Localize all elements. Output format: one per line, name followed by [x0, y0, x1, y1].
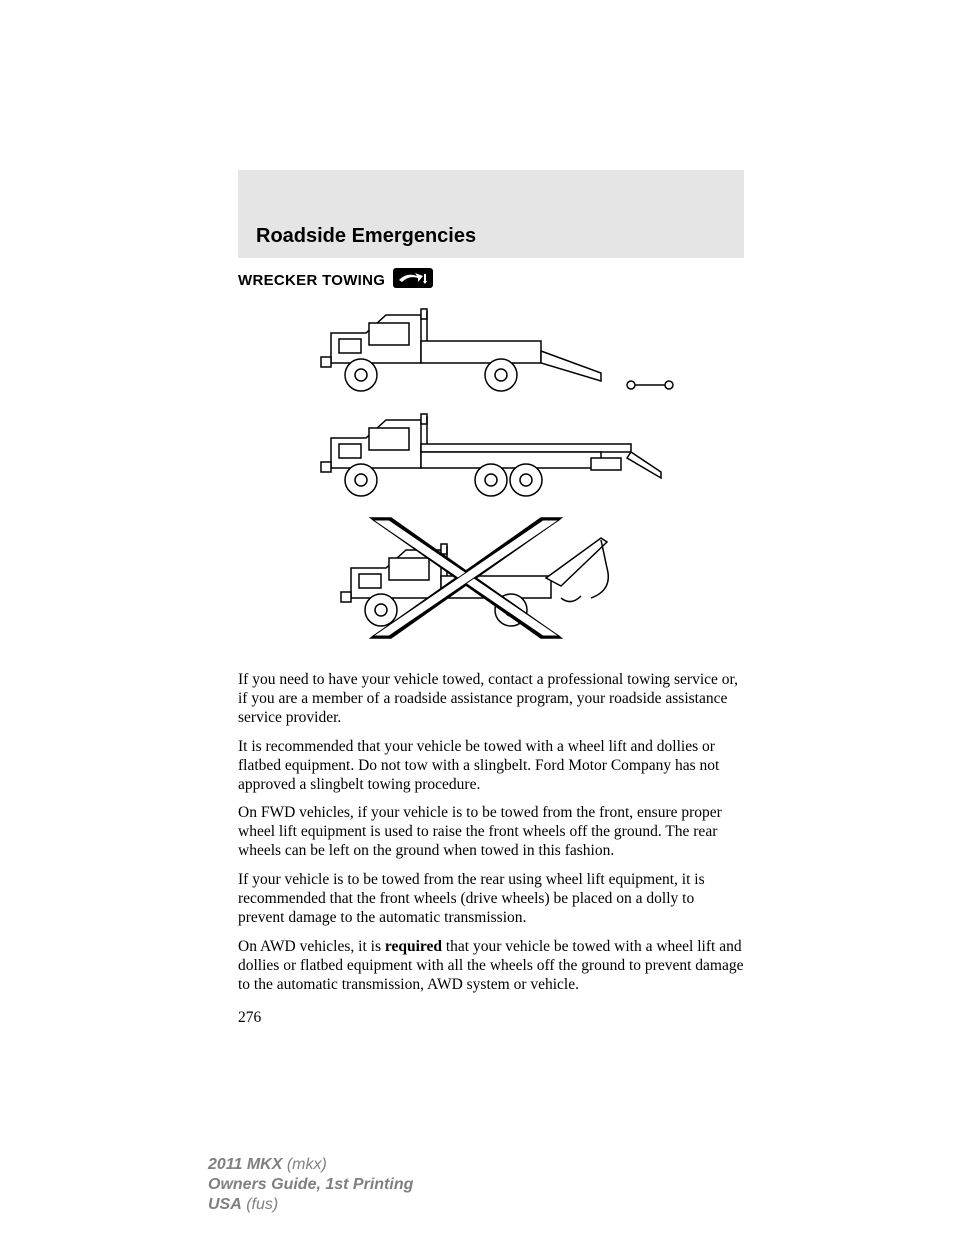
footer-model: 2011 MKX: [208, 1156, 282, 1173]
footer-region: USA: [208, 1196, 242, 1213]
paragraph: On AWD vehicles, it is required that you…: [238, 938, 744, 995]
section-heading-row: WRECKER TOWING: [238, 268, 744, 293]
chapter-title: Roadside Emergencies: [256, 225, 476, 248]
footer-line: Owners Guide, 1st Printing: [208, 1175, 413, 1195]
paragraph: It is recommended that your vehicle be t…: [238, 738, 744, 795]
flatbed-truck-icon: [321, 414, 661, 496]
page-content: WRECKER TOWING: [238, 268, 744, 1027]
towing-diagram: [238, 303, 744, 653]
text-run: On AWD vehicles, it is: [238, 938, 385, 955]
sling-truck-crossed-icon: [341, 518, 608, 638]
info-arrow-icon: [393, 268, 433, 293]
paragraph: If your vehicle is to be towed from the …: [238, 871, 744, 928]
footer-code: (mkx): [282, 1156, 326, 1173]
text-bold: required: [385, 938, 442, 955]
paragraph: If you need to have your vehicle towed, …: [238, 671, 744, 728]
chapter-header: Roadside Emergencies: [238, 170, 744, 258]
footer-code: (fus): [242, 1196, 278, 1213]
page-number: 276: [238, 1009, 744, 1027]
footer-line: USA (fus): [208, 1195, 413, 1215]
footer-line: 2011 MKX (mkx): [208, 1155, 413, 1175]
body-copy: If you need to have your vehicle towed, …: [238, 671, 744, 995]
section-heading: WRECKER TOWING: [238, 272, 385, 289]
paragraph: On FWD vehicles, if your vehicle is to b…: [238, 804, 744, 861]
wheel-lift-truck-icon: [321, 309, 673, 391]
footer: 2011 MKX (mkx) Owners Guide, 1st Printin…: [208, 1155, 413, 1215]
